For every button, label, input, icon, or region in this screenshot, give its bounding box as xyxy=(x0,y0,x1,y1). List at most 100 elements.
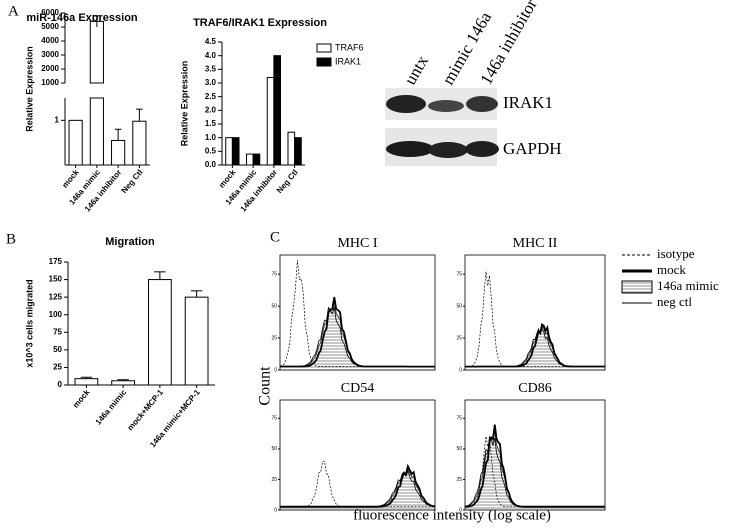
y-tick-label: 25 xyxy=(271,335,277,341)
bar xyxy=(231,137,240,166)
bar xyxy=(147,279,172,386)
bar xyxy=(89,97,104,166)
panel-label: B xyxy=(6,231,16,247)
y-tick-label: 0 xyxy=(274,507,277,513)
blot-band xyxy=(466,96,498,112)
histogram-mock xyxy=(280,296,435,368)
bar xyxy=(225,137,233,166)
legend-label: neg ctl xyxy=(657,294,692,309)
chart-title: TRAF6/IRAK1 Expression xyxy=(193,17,327,29)
y-tick-label: 25 xyxy=(271,477,277,483)
y-tick-label: 1 xyxy=(55,115,60,124)
y-tick-label: 25 xyxy=(456,335,462,341)
y-tick-label: 0 xyxy=(274,367,277,373)
y-tick-label: 50 xyxy=(456,303,462,309)
y-tick-label: 0 xyxy=(459,367,462,373)
y-tick-label: 175 xyxy=(49,257,63,266)
y-tick-label: 25 xyxy=(53,363,62,372)
x-tick-label: Neg Ctl xyxy=(275,168,300,195)
histogram-neg-ctl xyxy=(465,327,605,367)
y-tick-label: 50 xyxy=(53,345,62,354)
bar xyxy=(68,119,83,166)
flow-panel-title: MHC II xyxy=(513,236,558,251)
y-tick-label: 1.0 xyxy=(205,133,217,142)
lane-label: untx xyxy=(400,52,432,88)
x-tick-label: 146a mimic xyxy=(94,387,129,426)
band-label: IRAK1 xyxy=(503,93,553,112)
y-tick-label: 2.0 xyxy=(205,105,217,114)
legend-label: TRAF6 xyxy=(335,42,364,52)
flow-y-label: Count xyxy=(257,366,274,406)
chart-title: miR-146a Expression xyxy=(26,12,138,24)
flow-x-label: fluorescence intensity (log scale) xyxy=(353,507,551,523)
flow-panel-title: MHC I xyxy=(337,236,377,251)
panel-label: C xyxy=(270,229,280,245)
flow-legend: isotype mock 146a mimic neg ctl xyxy=(621,246,719,309)
y-tick-label: 75 xyxy=(271,416,277,422)
y-tick-label: 2000 xyxy=(41,64,59,73)
histogram-neg-ctl xyxy=(280,306,435,367)
blot-band xyxy=(386,141,434,157)
histogram-neg-ctl xyxy=(280,470,436,508)
x-tick-label: mock xyxy=(71,387,92,409)
x-tick-label: Neg Ctl xyxy=(120,168,145,195)
y-tick-label: 150 xyxy=(49,275,63,284)
western-blot: untx mimic 146a 146a inhibitor IRAK1 GAP… xyxy=(385,0,562,166)
chart-title: Migration xyxy=(105,236,155,248)
bar xyxy=(111,380,136,386)
y-tick-label: 3.0 xyxy=(205,78,217,87)
histogram-mimic xyxy=(279,302,436,371)
y-tick-label: 2.5 xyxy=(205,92,217,101)
y-tick-label: 1000 xyxy=(41,78,59,87)
y-tick-label: 0 xyxy=(459,507,462,513)
panel-label: A xyxy=(8,3,19,19)
flow-panel-title: CD54 xyxy=(341,381,374,396)
y-tick-label: 75 xyxy=(456,271,462,277)
bar xyxy=(252,153,261,166)
y-tick-label: 50 xyxy=(456,446,462,452)
legend-label: IRAK1 xyxy=(335,56,361,66)
flow-frame xyxy=(279,254,436,371)
y-tick-label: 1.5 xyxy=(205,119,217,128)
histogram-mimic xyxy=(464,431,606,511)
blot-band xyxy=(465,141,499,157)
legend-swatch xyxy=(621,280,653,294)
legend-label: isotype xyxy=(657,246,695,261)
y-tick-label: 5000 xyxy=(41,22,59,31)
legend-label: mock xyxy=(657,262,686,277)
y-axis-label: x10^3 cells migrated xyxy=(24,279,34,367)
y-tick-label: 125 xyxy=(49,292,63,301)
y-tick-label: 25 xyxy=(456,477,462,483)
y-tick-label: 3000 xyxy=(41,50,59,59)
y-tick-label: 100 xyxy=(49,310,63,319)
y-tick-label: 50 xyxy=(271,303,277,309)
legend-swatch xyxy=(316,57,332,67)
bar xyxy=(111,139,126,166)
y-tick-label: 0 xyxy=(58,380,63,389)
flow-panel-title: CD86 xyxy=(518,381,551,396)
y-tick-label: 75 xyxy=(271,271,277,277)
histogram-mimic xyxy=(464,325,606,371)
x-tick-label: mock xyxy=(60,167,81,189)
blot-band xyxy=(428,100,464,112)
y-tick-label: 50 xyxy=(271,446,277,452)
y-tick-label: 4000 xyxy=(41,36,59,45)
histogram-isotype xyxy=(465,271,605,367)
y-tick-label: 4.5 xyxy=(205,37,217,46)
y-tick-label: 0.5 xyxy=(205,146,217,155)
histogram-isotype xyxy=(279,259,435,367)
bar xyxy=(287,131,296,166)
bar xyxy=(245,153,254,166)
bar xyxy=(273,55,282,166)
y-tick-label: 75 xyxy=(456,416,462,422)
y-tick-label: 4.0 xyxy=(205,51,217,60)
y-tick-label: 75 xyxy=(53,327,62,336)
bar xyxy=(184,296,209,386)
bar xyxy=(294,137,302,166)
legend-swatch xyxy=(316,43,332,53)
blot-band xyxy=(386,95,426,113)
histogram-neg-ctl xyxy=(464,435,605,508)
y-tick-label: 6000 xyxy=(41,8,59,17)
legend-label: 146a mimic xyxy=(657,278,719,293)
